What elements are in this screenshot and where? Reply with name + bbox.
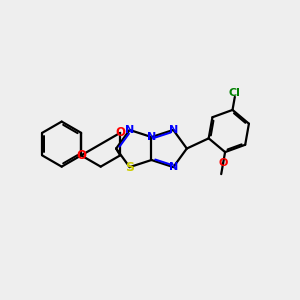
- Text: O: O: [115, 126, 125, 139]
- Text: O: O: [218, 158, 228, 168]
- Text: N: N: [147, 132, 156, 142]
- Text: N: N: [169, 162, 178, 172]
- Text: N: N: [125, 125, 134, 135]
- Text: Cl: Cl: [229, 88, 241, 98]
- Text: S: S: [125, 160, 134, 174]
- Text: N: N: [169, 125, 178, 135]
- Text: O: O: [76, 149, 86, 162]
